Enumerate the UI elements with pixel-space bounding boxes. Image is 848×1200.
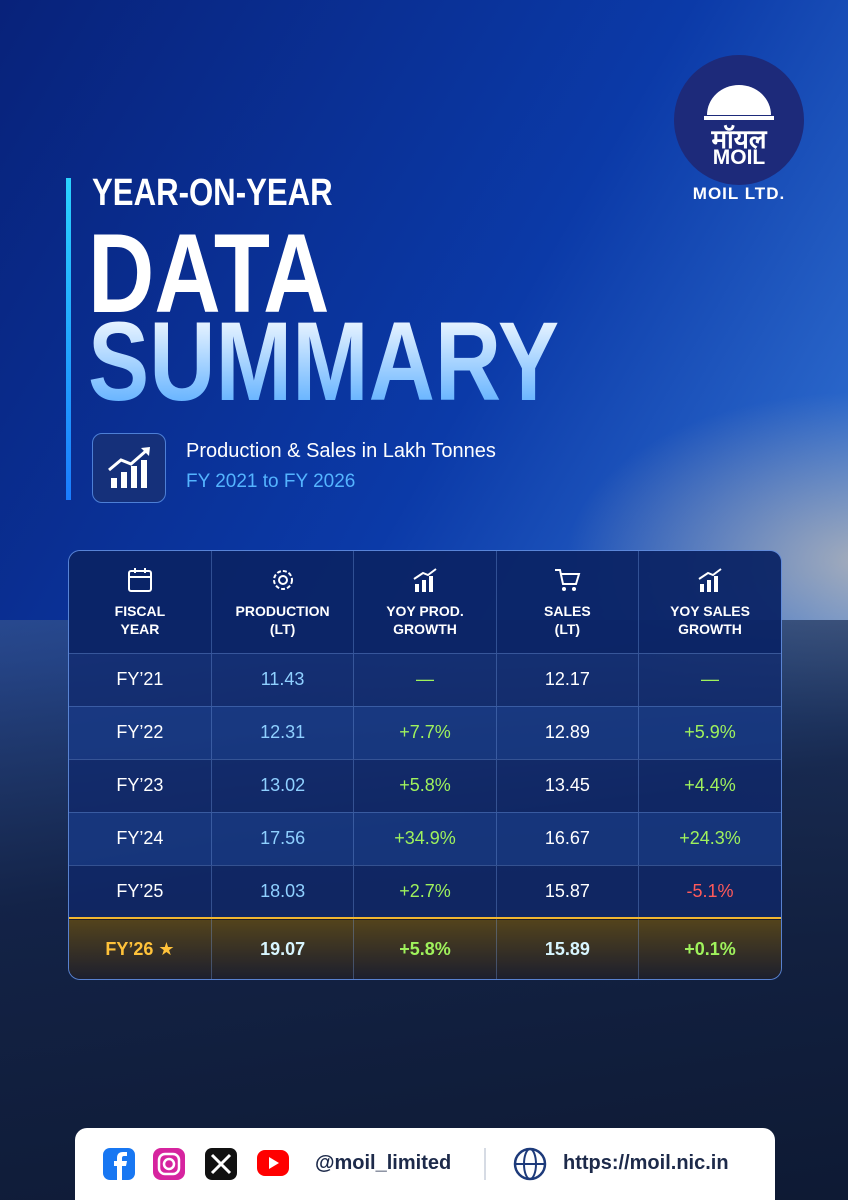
table-cell: +7.7%: [353, 706, 497, 759]
logo-name: MOIL: [712, 146, 766, 169]
table-cell: +5.8%: [353, 918, 497, 979]
data-table: FISCAL YEAR PRODUCTION (LT) YOY PROD. GROWT…: [68, 550, 782, 980]
chart-icon: [92, 433, 166, 503]
table-row: FY’24 17.56 +34.9% 16.67 +24.3%: [69, 812, 781, 865]
table-cell: FY’24: [69, 812, 212, 865]
table-cell: 15.89: [496, 918, 640, 979]
table-cell: 12.89: [496, 706, 640, 759]
title-line: SUMMARY: [88, 299, 560, 424]
logo-dome: [704, 85, 774, 120]
header-text: GROWTH: [393, 620, 457, 637]
table-cell: +24.3%: [679, 828, 741, 848]
header-text: PRODUCTION: [235, 602, 330, 619]
website-url[interactable]: https://moil.nic.in: [563, 1152, 729, 1174]
table-row: FY’23 13.02 +5.8% 13.45 +4.4%: [69, 759, 781, 812]
table-cell: —: [353, 653, 497, 706]
cart-icon: [555, 568, 581, 591]
header-row: FISCAL YEAR PRODUCTION (LT) YOY PROD. GROWT…: [69, 551, 781, 653]
table: FISCAL YEAR PRODUCTION (LT) YOY PROD. GROWT…: [69, 551, 781, 979]
gear-icon: [272, 569, 293, 590]
table-cell: 13.02: [211, 759, 355, 812]
table-cell: +5.9%: [684, 722, 736, 742]
table-cell: 13.45: [496, 759, 640, 812]
table-row: FY’21 11.43—12.17—: [69, 653, 781, 706]
table-cell: FY’22: [69, 706, 212, 759]
table-cell: -5.1%: [686, 880, 734, 901]
footer: [75, 1128, 775, 1200]
header-cell: PRODUCTION (LT): [211, 551, 355, 653]
accent-bar: [66, 178, 71, 500]
calendar-icon: [127, 567, 152, 592]
table-cell: 12.17: [496, 653, 640, 706]
logo: [674, 55, 804, 185]
table-cell: 17.56: [211, 812, 355, 865]
growth-icon: [413, 567, 437, 592]
table-row: FY’25 18.03 +2.7% 15.87 -5.1%: [69, 865, 781, 918]
table-cell: +2.7%: [353, 865, 497, 918]
kicker: YEAR-ON-YEAR: [92, 172, 333, 214]
social-icons: [103, 1147, 547, 1181]
table-body: FY’21 11.43—12.17— FY’22 12.31 +7.7% 12.89 +5.…: [69, 653, 781, 979]
header-text: YEAR: [120, 620, 160, 637]
header-text: SALES: [544, 602, 591, 619]
table-cell: —: [701, 669, 720, 689]
logo-hindi: मॉयल: [711, 124, 767, 154]
table-row: FY’26 ★ 19.07 +5.8% 15.89 +0.1%: [69, 918, 781, 979]
table-cell: 19.07: [211, 918, 355, 979]
header-cell: FISCAL YEAR: [69, 551, 212, 653]
header-text: YOY PROD.: [386, 602, 464, 619]
header-text: YOY SALES: [670, 602, 750, 619]
table-cell: +34.9%: [353, 812, 497, 865]
table-cell: FY’23: [69, 759, 212, 812]
header-cell: YOY PROD. GROWTH: [353, 551, 497, 653]
header-cell: YOY SALES GROWTH: [639, 551, 781, 653]
header-text: (LT): [269, 620, 296, 637]
header-cell: SALES (LT): [496, 551, 640, 653]
table-cell: +5.8%: [353, 759, 497, 812]
table-row: FY’22 12.31 +7.7% 12.89 +5.9%: [69, 706, 781, 759]
table-cell: +0.1%: [684, 938, 736, 959]
table-cell: FY’26 ★: [69, 918, 212, 979]
table-cell: +4.4%: [684, 775, 736, 795]
company-name: MOIL LTD.: [692, 184, 786, 203]
table-cell: 11.43: [211, 653, 355, 706]
date-range: FY 2021 to FY 2026: [186, 471, 356, 492]
header-text: GROWTH: [678, 620, 742, 637]
table-cell: 18.03: [211, 865, 355, 918]
subtitle: Production & Sales in Lakh Tonnes: [186, 440, 496, 462]
title-line: DATA: [88, 211, 330, 336]
header-text: FISCAL: [114, 602, 166, 619]
social-handle[interactable]: @moil_limited: [315, 1152, 452, 1174]
header-text: (LT): [554, 620, 581, 637]
table-cell: 15.87: [496, 865, 640, 918]
growth-icon: [698, 567, 722, 592]
table-cell: 12.31: [211, 706, 355, 759]
table-cell: FY’25: [69, 865, 212, 918]
table-cell: FY’21: [69, 653, 212, 706]
table-cell: 16.67: [496, 812, 640, 865]
chart-icon-graphic: [108, 447, 150, 488]
